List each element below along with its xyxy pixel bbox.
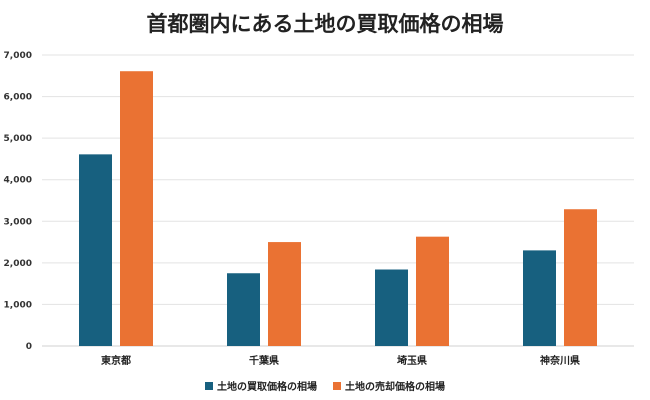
legend-label: 土地の売却価格の相場 — [345, 382, 445, 393]
y-tick-label: 6,000 — [4, 93, 32, 103]
x-tick-label: 神奈川県 — [540, 354, 580, 367]
legend-swatch — [333, 381, 341, 390]
legend-item: 土地の買取価格の相場 — [205, 378, 317, 393]
bar-purchase — [227, 273, 260, 346]
bar-sale — [120, 71, 153, 346]
x-tick-label: 千葉県 — [249, 354, 279, 367]
legend-item: 土地の売却価格の相場 — [333, 378, 445, 393]
y-tick-label: 1,000 — [4, 300, 32, 310]
legend: 土地の買取価格の相場 土地の売却価格の相場 — [0, 378, 650, 393]
bar-purchase — [523, 250, 556, 346]
y-tick-label: 7,000 — [4, 51, 32, 61]
y-tick-label: 4,000 — [4, 176, 32, 186]
chart-title: 首都圏内にある土地の買取価格の相場 — [146, 12, 504, 36]
legend-label: 土地の買取価格の相場 — [217, 382, 317, 393]
y-tick-label: 2,000 — [4, 259, 32, 269]
y-tick-label: 0 — [26, 342, 32, 352]
bar-sale — [564, 209, 597, 346]
bar-sale — [268, 242, 301, 346]
x-tick-label: 埼玉県 — [397, 354, 427, 367]
y-tick-label: 3,000 — [4, 217, 32, 227]
legend-swatch — [205, 381, 213, 390]
y-tick-label: 5,000 — [4, 134, 32, 144]
bar-sale — [416, 236, 449, 346]
bar-purchase — [79, 154, 112, 346]
bar-purchase — [375, 269, 408, 346]
x-tick-label: 東京都 — [101, 354, 131, 367]
